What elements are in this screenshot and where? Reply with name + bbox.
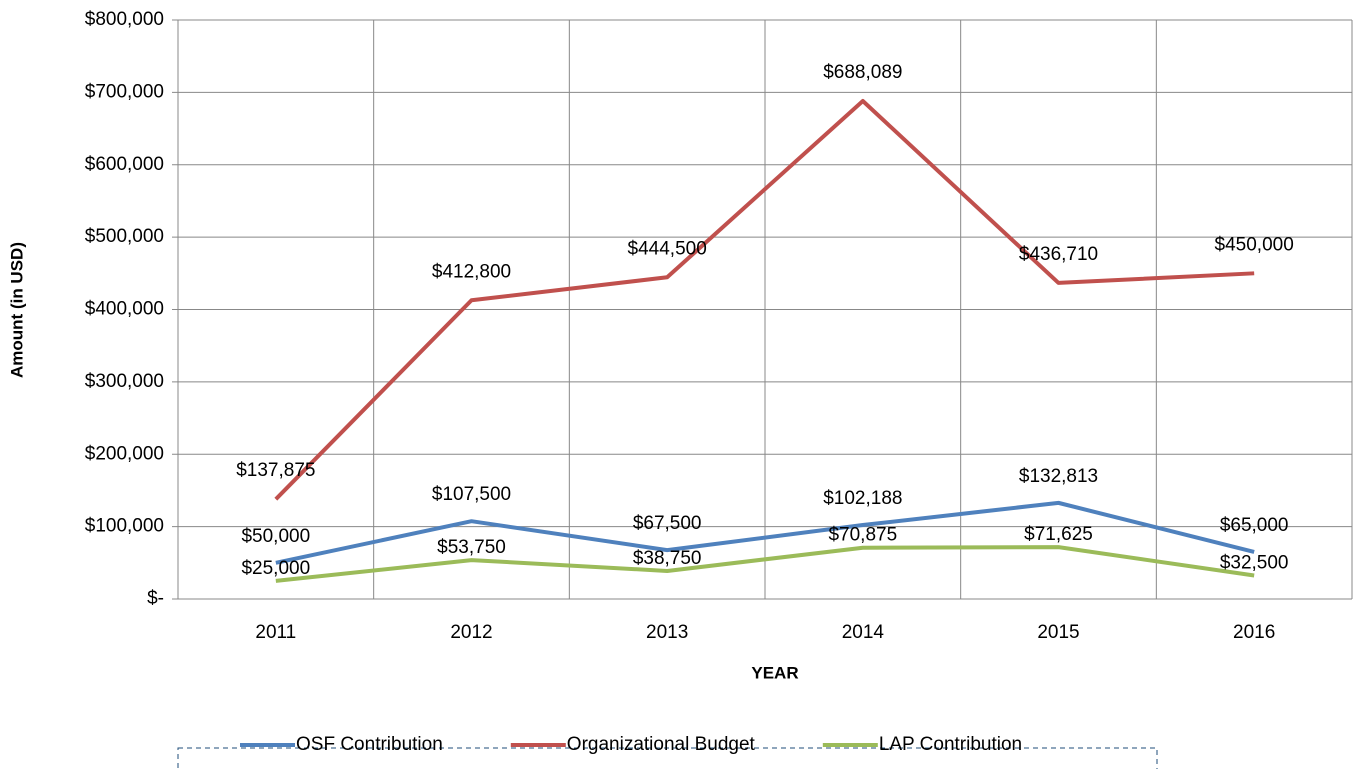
data-label: $412,800 [432,261,511,282]
legend-box [177,747,1158,769]
x-tick-label: 2014 [842,622,885,643]
data-label: $25,000 [241,558,310,579]
x-tick-label: 2013 [646,622,688,643]
data-line [275,545,1255,583]
x-tick-label: 2011 [255,622,296,643]
data-line [274,98,1255,501]
x-tick-label: 2012 [450,622,492,643]
y-tick-label: $100,000 [85,516,164,537]
legend-label: LAP Contribution [879,734,1022,755]
y-tick-label: $600,000 [85,154,164,175]
x-axis-title: YEAR [751,663,798,682]
data-label: $50,000 [241,526,310,547]
data-label: $65,000 [1220,515,1289,536]
data-label: $107,500 [432,484,511,505]
data-label: $71,625 [1024,524,1093,545]
data-label: $38,750 [633,548,702,569]
y-tick-label: $500,000 [85,226,164,247]
legend-label: Organizational Budget [567,734,756,755]
data-label: $102,188 [823,488,902,509]
data-label: $444,500 [628,238,707,259]
x-tick-label: 2016 [1233,622,1275,643]
y-tick-label: $- [147,588,164,609]
y-tick-label: $400,000 [85,299,164,320]
x-tick-label: 2015 [1037,622,1079,643]
y-tick-label: $700,000 [85,81,164,102]
y-axis-title: Amount (in USD) [7,242,26,378]
data-label: $450,000 [1215,234,1294,255]
data-label: $53,750 [437,537,506,558]
y-tick-label: $800,000 [85,9,164,30]
data-label: $688,089 [823,62,902,83]
data-label: $70,875 [828,525,897,546]
legend-label: OSF Contribution [296,734,443,755]
y-tick-label: $200,000 [85,443,164,464]
data-label: $137,875 [236,460,315,481]
data-label: $436,710 [1019,244,1098,265]
data-label: $132,813 [1019,466,1098,487]
y-tick-label: $300,000 [85,371,164,392]
data-label: $67,500 [633,513,702,534]
data-line [275,500,1255,565]
data-label: $32,500 [1220,552,1289,573]
